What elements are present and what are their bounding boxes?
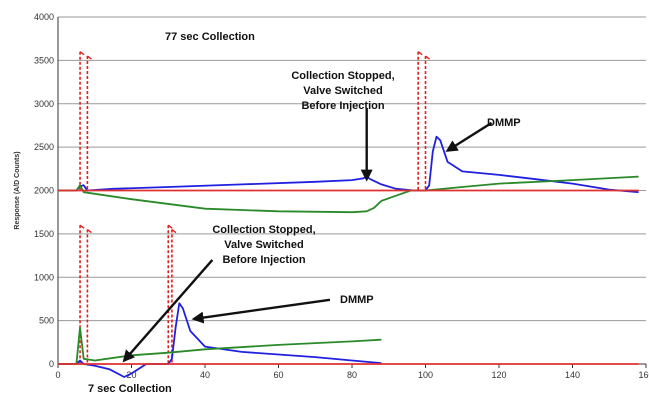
valve-marker-hook — [86, 55, 92, 60]
bottom-stopped-arrow — [122, 259, 214, 363]
top-dmmp-arrow — [445, 121, 493, 152]
valve-marker-hook — [417, 51, 423, 56]
y-tick-label: 0 — [49, 359, 54, 369]
annotation-line: 7 sec Collection — [88, 383, 172, 395]
x-tick-label: 20 — [126, 370, 136, 380]
annotation-top-stopped: Collection Stopped, Valve Switched Before … — [291, 70, 394, 112]
annotation-top-title: 77 sec Collection — [165, 31, 255, 43]
y-tick-label: 2000 — [34, 186, 54, 196]
x-tick-label: 160 — [638, 370, 649, 380]
annotation-line: DMMP — [340, 294, 374, 306]
annotation-line: Valve Switched — [303, 85, 382, 97]
x-tick-label: 80 — [347, 370, 357, 380]
x-tick-label: 0 — [55, 370, 60, 380]
y-axis-label: Response (A/D Counts) — [14, 151, 21, 229]
annotation-bottom-title: 7 sec Collection — [88, 383, 172, 395]
annotation-line: Collection Stopped, — [212, 224, 315, 236]
y-tick-label: 3500 — [34, 55, 54, 65]
valve-marker-hook — [79, 224, 85, 229]
y-tick-label: 3000 — [34, 99, 54, 109]
y-tick-label: 1500 — [34, 229, 54, 239]
valve-marker-hook — [167, 224, 173, 229]
y-tick-label: 2500 — [34, 142, 54, 152]
valve-marker-hook — [425, 55, 430, 60]
x-tick-label: 60 — [273, 370, 283, 380]
x-tick-label: 40 — [200, 370, 210, 380]
annotation-bottom-dmmp: DMMP — [340, 294, 374, 306]
x-tick-label: 100 — [418, 370, 433, 380]
valve-marker-hook — [171, 228, 177, 234]
series-line-2 — [58, 175, 639, 214]
annotation-top-dmmp: DMMP — [487, 117, 521, 129]
annotation-line: Before Injection — [301, 100, 384, 112]
annotation-line: 77 sec Collection — [165, 31, 255, 43]
annotation-line: DMMP — [487, 117, 521, 129]
series-line-1 — [58, 135, 639, 194]
annotation-line: Valve Switched — [224, 239, 303, 251]
valve-marker-hook — [86, 228, 92, 234]
bottom-dmmp-arrow — [191, 298, 331, 324]
y-tick-label: 4000 — [34, 12, 54, 22]
x-tick-label: 120 — [491, 370, 506, 380]
annotation-bottom-stopped: Collection Stopped, Valve Switched Before … — [212, 224, 315, 266]
valve-marker-hook — [79, 51, 85, 56]
y-tick-label: 500 — [39, 316, 54, 326]
annotation-line: Before Injection — [222, 254, 305, 266]
x-tick-label: 140 — [565, 370, 580, 380]
annotation-line: Collection Stopped, — [291, 70, 394, 82]
y-tick-label: 1000 — [34, 272, 54, 282]
